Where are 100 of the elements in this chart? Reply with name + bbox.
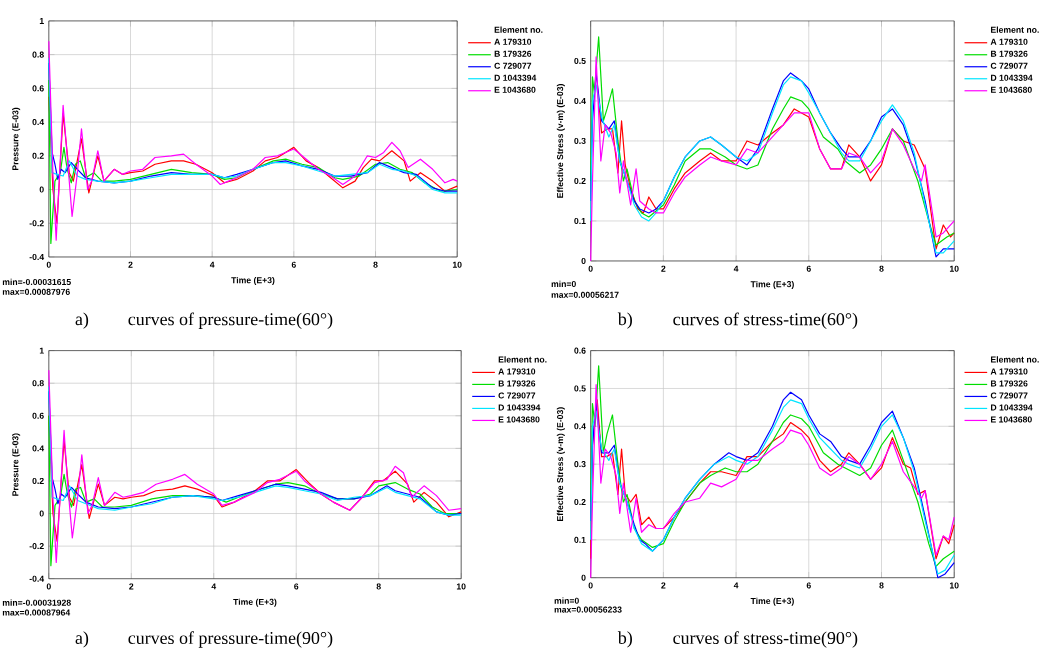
legend-label: A 179310	[498, 368, 536, 375]
x-tick-label: 10	[949, 582, 959, 589]
y-tick-label: 0.5	[574, 385, 586, 392]
text: b)	[617, 631, 632, 648]
text: a)	[75, 312, 89, 329]
x-tick-label: 8	[879, 582, 884, 589]
y-tick-label: 0.6	[574, 347, 586, 354]
y-tick-label: 0.2	[574, 498, 586, 505]
text: curves of pressure-time(60°)	[128, 312, 333, 329]
legend-label: C 729077	[990, 62, 1028, 69]
y-axis-title: Effective Stress (v-m) (E-03)	[556, 83, 565, 198]
x-tick-label: 2	[128, 261, 133, 268]
y-tick-label: -0.2	[29, 220, 44, 227]
text: min=-0.00031928	[2, 599, 71, 606]
legend-label: A 179310	[990, 368, 1028, 375]
y-tick-label: 0.4	[574, 423, 586, 430]
y-tick-label: 0.2	[32, 477, 44, 484]
legend-label: C 729077	[494, 62, 532, 69]
x-tick-label: 6	[291, 261, 296, 268]
legend-title: Element no.	[991, 26, 1039, 33]
y-tick-label: 0	[39, 186, 44, 193]
y-tick-label: -0.4	[29, 575, 45, 582]
x-tick-label: 10	[949, 265, 959, 272]
legend-label: A 179310	[494, 38, 532, 45]
x-tick-label: 8	[879, 265, 884, 272]
text: min=-0.00031615	[2, 278, 71, 285]
x-tick-label: 10	[456, 583, 466, 590]
text: max=0.00087976	[2, 288, 70, 295]
x-axis-title: Time (E+3)	[233, 598, 277, 607]
legend-label: E 1043680	[991, 416, 1032, 423]
y-tick-label: 0.8	[32, 51, 44, 58]
y-tick-label: 0.2	[32, 152, 44, 159]
y-tick-label: 0.6	[32, 85, 44, 92]
x-tick-label: 4	[209, 261, 215, 268]
y-axis-title: Pressure (E-03)	[12, 433, 21, 496]
y-tick-label: 0	[39, 510, 44, 517]
legend-title: Element no.	[498, 356, 547, 363]
x-tick-label: 4	[733, 265, 739, 272]
x-tick-label: 2	[661, 582, 666, 589]
y-tick-label: 0.4	[32, 118, 45, 125]
y-tick-label: 0.2	[574, 177, 586, 184]
line-series	[48, 369, 462, 563]
x-tick-label: 0	[46, 583, 51, 590]
x-axis-title: Time (E+3)	[750, 597, 794, 606]
legend-title: Element no.	[494, 26, 543, 33]
x-tick-label: 6	[806, 582, 811, 589]
y-tick-label: 0.1	[574, 536, 586, 543]
text: a)	[75, 631, 89, 648]
x-tick-label: 0	[588, 265, 593, 272]
text: curves of stress-time(90°)	[673, 631, 858, 648]
y-tick-label: -0.2	[29, 542, 44, 549]
x-tick-label: 4	[733, 582, 739, 589]
y-tick-label: 0.4	[574, 97, 586, 104]
y-tick-label: -0.4	[29, 253, 45, 260]
x-tick-label: 0	[46, 261, 51, 268]
x-tick-label: 8	[373, 261, 378, 268]
text: max=0.00056217	[551, 291, 619, 298]
text: b)	[617, 312, 632, 329]
line-series	[48, 79, 458, 244]
text: curves of pressure-time(90°)	[128, 631, 333, 648]
text: min=0	[554, 597, 579, 604]
y-tick-label: 0	[581, 574, 586, 581]
legend-label: D 1043394	[991, 74, 1033, 81]
legend-label: D 1043394	[494, 74, 537, 81]
x-tick-label: 2	[129, 583, 134, 590]
text: curves of stress-time(60°)	[673, 312, 858, 329]
legend-title: Element no.	[991, 356, 1039, 363]
y-tick-label: 0.1	[574, 217, 586, 224]
legend-label: B 179326	[991, 380, 1028, 387]
x-tick-label: 6	[294, 583, 299, 590]
y-tick-label: 0.8	[32, 379, 44, 387]
x-tick-label: 4	[211, 583, 217, 590]
y-axis-title: Effective Stress (v-m) (E-03)	[556, 407, 565, 521]
x-tick-label: 0	[588, 582, 593, 589]
y-tick-label: 0.5	[574, 57, 586, 64]
x-tick-label: 6	[806, 265, 811, 272]
y-tick-label: 0.4	[32, 445, 45, 452]
y-tick-label: 0.3	[574, 137, 586, 144]
legend-label: C 729077	[990, 392, 1028, 399]
y-tick-label: 0.3	[574, 460, 586, 468]
legend-label: B 179326	[494, 50, 532, 57]
legend-label: A 179310	[990, 38, 1028, 45]
text: max=0.00056233	[554, 606, 622, 613]
y-tick-label: 1	[39, 17, 44, 24]
legend-label: D 1043394	[498, 404, 541, 411]
legend-label: E 1043680	[494, 86, 536, 93]
line-series	[590, 36, 955, 246]
line-series	[48, 40, 458, 241]
x-tick-label: 10	[452, 261, 462, 268]
y-tick-label: 0.6	[32, 412, 44, 419]
text: max=0.00087964	[2, 609, 71, 616]
y-tick-label: 1	[39, 347, 44, 354]
legend-label: B 179326	[991, 50, 1028, 57]
x-axis-title: Time (E+3)	[231, 276, 275, 285]
legend-label: D 1043394	[991, 404, 1033, 411]
x-tick-label: 2	[661, 265, 666, 272]
legend-label: C 729077	[498, 392, 536, 399]
text: min=0	[551, 280, 576, 287]
legend-label: E 1043680	[991, 86, 1032, 93]
x-tick-label: 8	[376, 583, 381, 590]
